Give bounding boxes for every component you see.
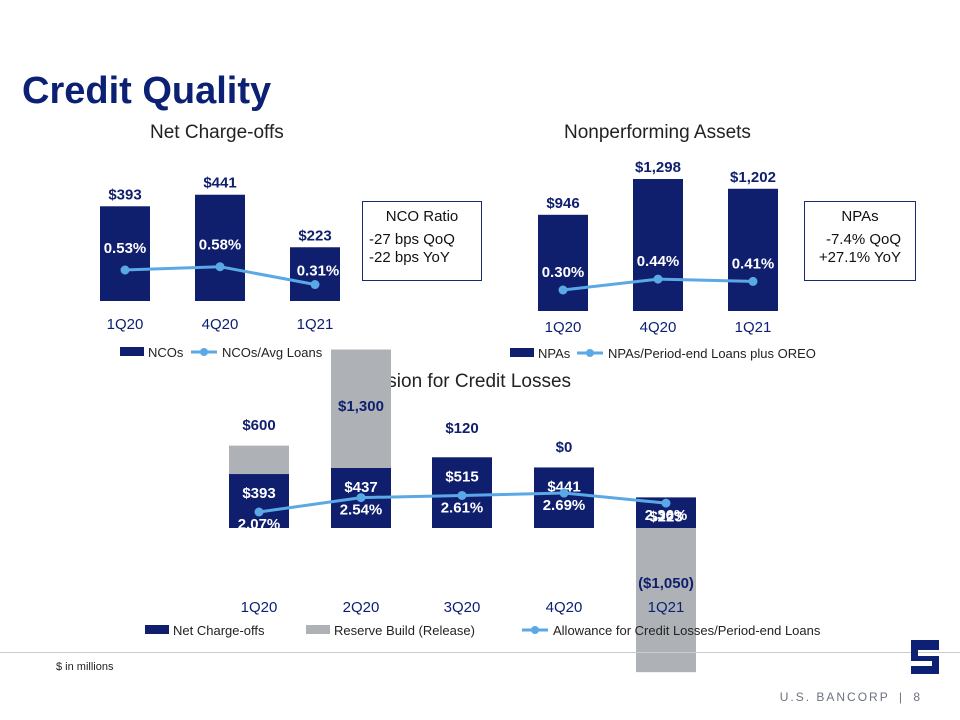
allowance-ratio-point [559,488,569,498]
legend-label: Allowance for Credit Losses/Period-end L… [553,623,821,638]
allowance-ratio-label: 2.61% [441,499,484,516]
nco-bar [290,247,340,301]
nco-callout-yoy: -22 bps YoY [369,249,450,266]
allowance-ratio-label: 2.36% [645,507,688,524]
legend-marker-swatch [200,348,208,356]
npa-callout: NPAs -7.4% QoQ +27.1% YoY [804,201,916,281]
legend-label: NPAs [538,346,571,361]
provision-total-label: $1,300 [338,398,384,415]
legend-label: NCOs/Avg Loans [222,345,323,360]
provision-x-tick-label: 1Q21 [648,599,685,616]
npa-callout-yoy: +27.1% YoY [818,249,901,266]
npa-ratio-point [748,276,758,286]
net-charge-off-value-label: $441 [547,478,580,495]
npa-bar [538,214,588,311]
legend-label: Reserve Build (Release) [334,623,475,638]
legend-label: NPAs/Period-end Loans plus OREO [608,346,816,361]
allowance-ratio-point [661,498,671,508]
npa-ratio-point [558,285,568,295]
net-charge-off-value-label: $515 [445,468,478,485]
npa-bar [728,188,778,311]
provision-total-label: ($1,050) [638,575,694,592]
provision-total-label: $0 [556,439,573,456]
npa-bar-value-label: $1,202 [730,169,776,186]
npa-ratio-label: 0.41% [732,255,775,272]
nco-ratio-point [310,280,320,290]
nco-chart-title: Net Charge-offs [150,122,284,143]
nco-callout-title: NCO Ratio [385,208,459,225]
provision-total-label: $600 [242,417,275,434]
page-title: Credit Quality [22,70,272,112]
npa-ratio-point [653,274,663,284]
nco-bar-value-label: $393 [108,186,141,203]
npa-chart-title: Nonperforming Assets [564,122,751,143]
legend-bar-swatch [145,625,169,634]
net-charge-off-value-label: $437 [344,479,377,496]
brand-separator: | [898,690,904,704]
nco-ratio-callout: NCO Ratio -27 bps QoQ -22 bps YoY [362,201,482,281]
npa-x-tick-label: 1Q20 [545,319,582,336]
allowance-ratio-point [254,507,264,517]
nco-bar [195,194,245,301]
allowance-ratio-label: 2.54% [340,502,383,519]
reserve-release-bar [636,528,696,673]
reserve-build-bar [229,445,289,475]
footer-brand: U.S. BANCORP | 8 [780,690,922,704]
net-charge-off-bar [534,467,594,528]
nco-bar [100,206,150,301]
npa-bar [633,178,683,311]
npa-callout-qoq: -7.4% QoQ [825,231,901,248]
nco-ratio-label: 0.31% [297,263,340,280]
page-number: 8 [913,690,922,704]
legend-label: NCOs [148,345,184,360]
provision-x-tick-label: 3Q20 [444,599,481,616]
nco-ratio-point [215,262,225,272]
nco-ratio-label: 0.58% [199,237,242,254]
npa-x-tick-label: 1Q21 [735,319,772,336]
npa-ratio-label: 0.44% [637,253,680,270]
provision-chart-title: Provision for Credit Losses [344,371,572,392]
allowance-ratio-point [457,490,467,500]
nco-bar-value-label: $223 [298,227,331,244]
net-charge-off-value-label: $393 [242,485,275,502]
nco-ratio-label: 0.53% [104,240,147,257]
legend-bar-swatch [306,625,330,634]
nco-callout-qoq: -27 bps QoQ [369,231,455,248]
npa-bar-value-label: $946 [546,195,579,212]
bank-logo-icon [911,640,939,674]
nco-bar-value-label: $441 [203,175,236,192]
provision-x-tick-label: 4Q20 [546,599,583,616]
provision-x-tick-label: 1Q20 [241,599,278,616]
nco-x-tick-label: 4Q20 [202,316,239,333]
footer-divider [0,652,960,653]
footnote: $ in millions [56,661,114,673]
npa-ratio-label: 0.30% [542,264,585,281]
net-charge-off-value-label: $223 [649,508,682,525]
reserve-build-bar [331,349,391,468]
legend-marker-swatch [586,349,594,357]
nco-x-tick-label: 1Q20 [107,316,144,333]
npa-callout-title: NPAs [841,208,879,225]
legend-marker-swatch [531,626,539,634]
npa-bar-value-label: $1,298 [635,159,681,176]
brand-name: U.S. BANCORP [779,690,890,704]
nco-ratio-point [120,265,130,275]
legend-bar-swatch [120,347,144,356]
nco-x-tick-label: 1Q21 [297,316,334,333]
allowance-ratio-point [356,493,366,503]
allowance-ratio-label: 2.07% [238,516,281,533]
allowance-ratio-label: 2.69% [543,497,586,514]
npa-x-tick-label: 4Q20 [640,319,677,336]
legend-label: Net Charge-offs [173,623,265,638]
legend-bar-swatch [510,348,534,357]
net-charge-off-bar [229,474,289,528]
provision-x-tick-label: 2Q20 [343,599,380,616]
provision-total-label: $120 [445,420,478,437]
